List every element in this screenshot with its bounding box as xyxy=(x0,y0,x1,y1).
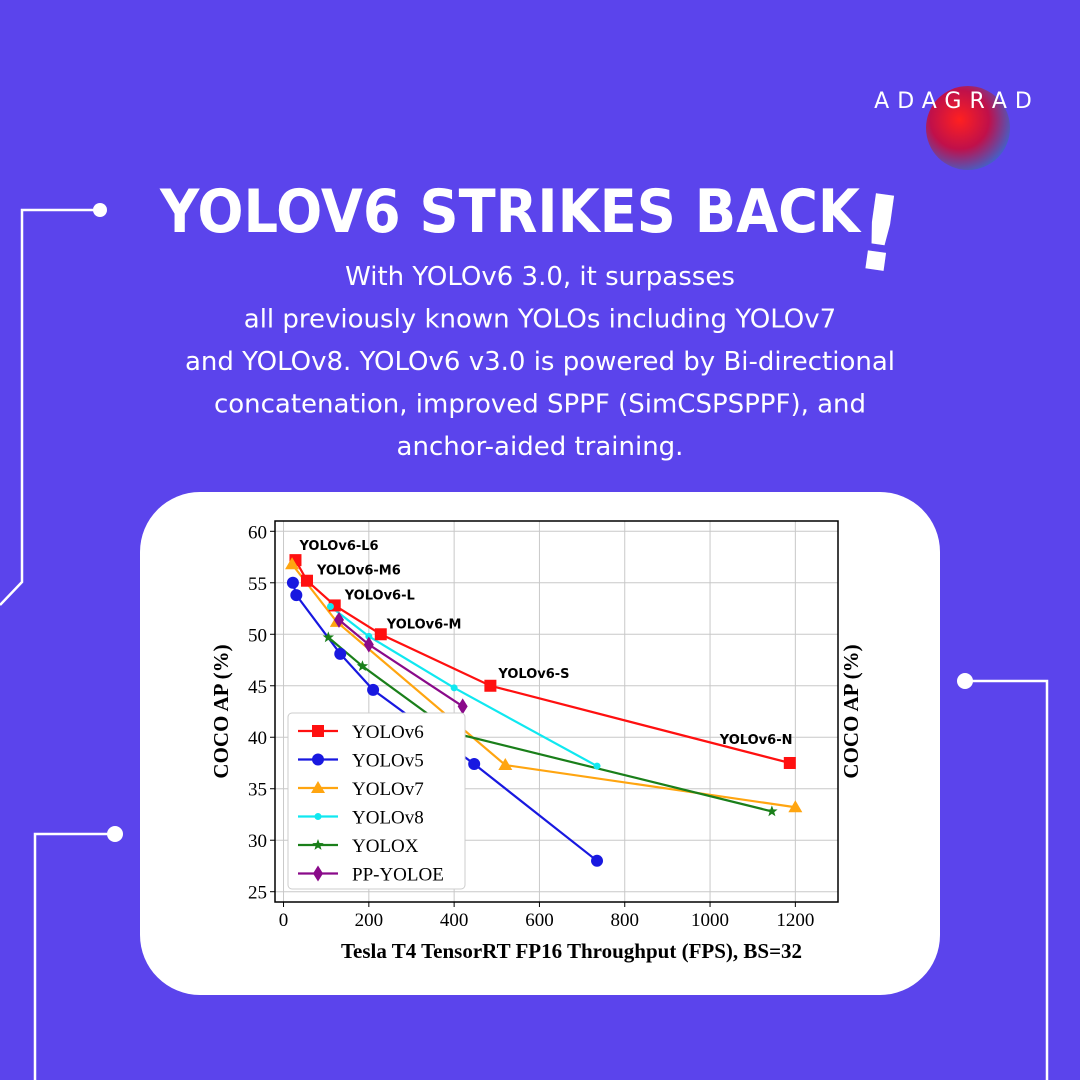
point-label: YOLOv6-M6 xyxy=(316,564,401,579)
x-tick-label: 1000 xyxy=(691,910,729,931)
y-tick-label: 30 xyxy=(248,831,267,852)
x-tick-label: 600 xyxy=(525,910,554,931)
marker xyxy=(498,758,513,771)
marker xyxy=(788,800,803,813)
legend-label: YOLOX xyxy=(352,836,419,857)
x-tick-label: 200 xyxy=(355,910,384,931)
y2-axis-label: COCO AP (%) xyxy=(839,644,863,778)
y-tick-label: 55 xyxy=(248,574,267,595)
x-tick-label: 0 xyxy=(279,910,289,931)
y-tick-label: 50 xyxy=(248,625,267,646)
marker xyxy=(312,753,324,766)
chart: 0 200 400 600 800 1000 1200 25 30 35 40 45 50 55 60 Tes… xyxy=(209,520,863,963)
marker xyxy=(290,589,303,602)
marker xyxy=(286,576,299,589)
marker xyxy=(484,679,497,692)
series-line xyxy=(291,563,796,809)
marker xyxy=(591,854,604,867)
marker xyxy=(367,683,380,696)
marker xyxy=(365,632,373,640)
marker xyxy=(356,660,369,672)
point-label: YOLOv6-N xyxy=(719,733,793,748)
decor-dots xyxy=(93,203,973,842)
marker xyxy=(312,839,324,850)
marker xyxy=(783,756,796,769)
x-tick-label: 1200 xyxy=(776,910,814,931)
legend-label: YOLOv6 xyxy=(352,722,424,743)
legend-label: YOLOv5 xyxy=(352,751,424,772)
marker xyxy=(311,781,325,793)
marker xyxy=(593,762,601,770)
legend-label: YOLOv8 xyxy=(352,808,424,829)
point-label: YOLOv6-L6 xyxy=(298,539,378,554)
y-tick-label: 35 xyxy=(248,780,267,801)
y-axis-label: COCO AP (%) xyxy=(209,644,233,778)
marker xyxy=(313,865,323,882)
series-line xyxy=(329,605,598,768)
point-label: YOLOv6-L xyxy=(344,588,415,603)
marker xyxy=(374,628,387,641)
decor-lines xyxy=(0,208,1049,1080)
marker xyxy=(457,698,468,715)
body-line: concatenation, improved SPPF (SimCSPSPPF… xyxy=(214,390,866,420)
marker xyxy=(326,602,334,610)
y-tick-label: 25 xyxy=(248,883,267,904)
marker xyxy=(334,647,347,660)
y-tick-label: 45 xyxy=(248,677,267,698)
y-tick-label: 60 xyxy=(248,522,267,543)
marker xyxy=(766,805,778,817)
body-text: With YOLOv6 3.0, it surpasses all previou… xyxy=(185,262,895,462)
marker xyxy=(363,636,374,653)
legend-label: PP-YOLOE xyxy=(352,865,444,886)
plot-frame xyxy=(274,520,839,903)
marker xyxy=(322,631,335,643)
marker xyxy=(300,574,313,587)
logo-mark xyxy=(926,86,1010,170)
marker xyxy=(333,611,344,628)
point-label: YOLOv6-M xyxy=(386,617,462,632)
brand: ADAGRAD xyxy=(874,89,1040,114)
marker xyxy=(314,813,322,820)
y-tick-label: 40 xyxy=(248,728,267,749)
x-tick-label: 400 xyxy=(440,910,469,931)
body-line: and YOLOv8. YOLOv6 v3.0 is powered by Bi… xyxy=(185,347,895,377)
marker xyxy=(468,758,481,771)
body-line: With YOLOv6 3.0, it surpasses xyxy=(345,262,735,292)
body-line: anchor-aided training. xyxy=(397,432,684,462)
point-label: YOLOv6-S xyxy=(497,667,569,682)
title: YOLOV6 STRIKES BACK xyxy=(159,177,862,247)
marker xyxy=(285,557,300,570)
x-axis-label: Tesla T4 TensorRT FP16 Throughput (FPS),… xyxy=(341,939,802,963)
legend-label: YOLOv7 xyxy=(352,779,424,800)
marker xyxy=(312,725,324,737)
x-tick-label: 800 xyxy=(610,910,639,931)
marker xyxy=(450,684,458,692)
body-line: all previously known YOLOs including YOL… xyxy=(244,305,836,335)
